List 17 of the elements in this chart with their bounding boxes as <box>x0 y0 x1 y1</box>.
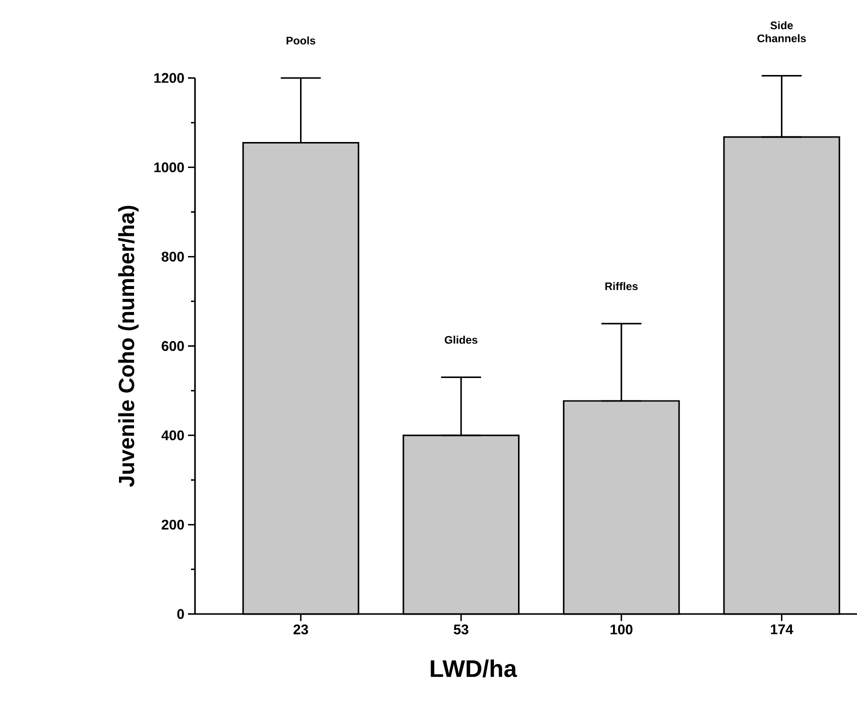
x-tick-label: 100 <box>610 624 632 634</box>
y-tick-label: 800 <box>162 252 184 262</box>
y-tick-label: 1200 <box>154 73 184 83</box>
y-tick-label: 0 <box>177 609 184 619</box>
x-tick-label: 23 <box>294 624 308 634</box>
text: Side Channels <box>757 21 806 42</box>
y-axis-title: Juvenile Coho (number/ha) <box>118 206 139 487</box>
text: Pools <box>286 36 316 44</box>
x-axis-title: LWD/ha <box>430 660 518 678</box>
x-tick-label: 53 <box>454 624 468 634</box>
y-tick-label: 400 <box>161 430 184 440</box>
y-tick-label: 1000 <box>154 162 184 172</box>
y-tick-label: 600 <box>162 341 184 351</box>
annotation: Riffles <box>605 282 638 290</box>
annotation: Glides <box>444 336 478 344</box>
x-tick-label: 174 <box>770 624 794 634</box>
y-tick-label: 200 <box>162 520 184 530</box>
